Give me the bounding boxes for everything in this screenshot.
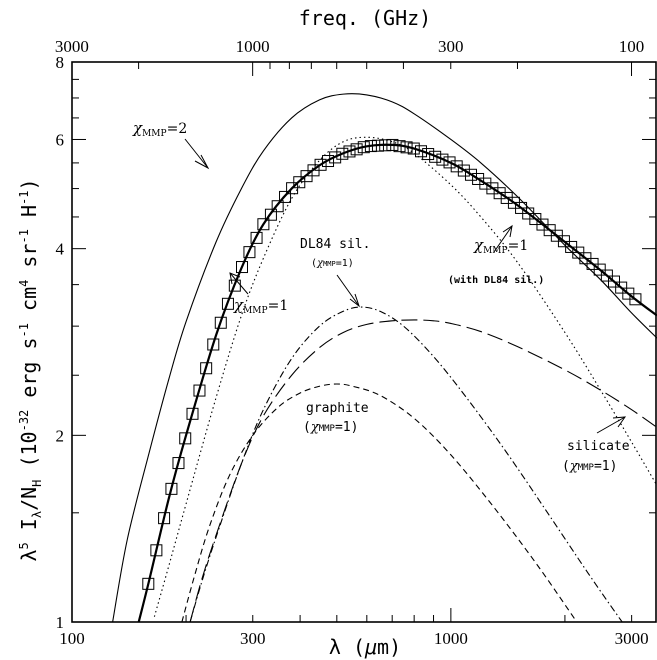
data-marker <box>207 338 220 351</box>
data-marker <box>186 407 199 420</box>
data-marker <box>450 160 463 173</box>
x-tick-label: 100 <box>59 629 85 648</box>
svg-text:(χMMP=1): (χMMP=1) <box>562 459 617 474</box>
plot-border <box>71 61 657 623</box>
y-tick-label: 2 <box>56 426 65 445</box>
data-markers <box>142 138 642 590</box>
data-marker <box>436 153 449 166</box>
data-marker <box>393 140 406 153</box>
data-marker <box>193 384 206 397</box>
y-tick-label: 6 <box>56 130 65 149</box>
top-tick-label: 3000 <box>55 37 89 56</box>
data-marker <box>279 190 292 203</box>
annotation-silicate: silicate (χMMP=1) <box>562 416 630 474</box>
data-marker <box>364 140 377 153</box>
data-marker <box>464 168 477 181</box>
x-tick-label: 3000 <box>615 629 649 648</box>
data-marker <box>293 176 306 189</box>
data-marker <box>607 275 620 288</box>
data-marker <box>371 139 384 152</box>
svg-text:DL84 sil.: DL84 sil. <box>300 237 370 252</box>
y-tick-label: 4 <box>56 240 65 259</box>
data-marker <box>271 200 284 213</box>
data-marker <box>400 141 413 154</box>
data-marker <box>629 293 642 306</box>
data-marker <box>493 187 506 200</box>
data-marker <box>343 145 356 158</box>
data-marker <box>142 577 155 590</box>
svg-text:λ (μm): λ (μm) <box>329 635 401 659</box>
svg-text:(χMMP=1): (χMMP=1) <box>303 420 358 435</box>
data-marker <box>336 147 349 160</box>
data-marker <box>443 156 456 169</box>
axis-ticks <box>71 61 656 623</box>
data-marker <box>200 362 213 375</box>
annotation-chi1-left: χMMP=1 <box>229 272 288 316</box>
top-tick-label: 100 <box>619 37 645 56</box>
annotation-graphite: graphite (χMMP=1) <box>303 401 369 435</box>
data-marker <box>386 138 399 151</box>
data-marker <box>479 177 492 190</box>
data-marker <box>243 246 256 259</box>
top-tick-label: 300 <box>438 37 464 56</box>
data-marker <box>150 544 163 557</box>
svg-text:(with DL84 sil.): (with DL84 sil.) <box>448 274 544 286</box>
x-axis-title: λ (μm) <box>329 635 401 659</box>
svg-text:silicate: silicate <box>567 439 630 454</box>
data-marker <box>221 297 234 310</box>
data-marker <box>314 158 327 171</box>
svg-text:χMMP=1: χMMP=1 <box>473 236 528 256</box>
top-tick-label: 1000 <box>236 37 270 56</box>
data-marker <box>407 142 420 155</box>
data-marker <box>357 141 370 154</box>
svg-text:(χMMP=1): (χMMP=1) <box>311 258 354 269</box>
data-marker <box>472 172 485 185</box>
data-marker <box>172 457 185 470</box>
data-marker <box>615 281 628 294</box>
y-tick-label: 8 <box>56 53 65 72</box>
data-marker <box>500 191 513 204</box>
annotation-dl84: DL84 sil. (χMMP=1) <box>300 237 370 308</box>
data-marker <box>350 143 363 156</box>
series-curves <box>112 93 657 622</box>
series-line-short-dash <box>181 383 578 622</box>
series-line-long-dash <box>189 319 657 622</box>
series-line-solid-thin <box>112 93 657 622</box>
data-marker <box>329 151 342 164</box>
x-tick-label: 300 <box>240 629 266 648</box>
top-axis-title: freq. (GHz) <box>299 6 431 30</box>
series-line-dotted <box>153 136 657 617</box>
svg-text:graphite: graphite <box>306 401 369 416</box>
annotation-chi1-dl84: χMMP=1 (with DL84 sil.) <box>448 224 544 286</box>
data-marker <box>214 316 227 329</box>
plot-frame <box>71 61 657 623</box>
annotation-chi2: χMMP=2 <box>132 119 210 170</box>
svg-text:χMMP=2: χMMP=2 <box>132 119 187 139</box>
data-marker <box>422 148 435 161</box>
y-tick-label: 1 <box>56 613 65 632</box>
y-axis-title: λ5 Iλ/NH (10-32 erg s-1 cm4 sr-1 H-1) <box>17 178 44 561</box>
data-marker <box>457 164 470 177</box>
data-marker <box>429 150 442 163</box>
data-marker <box>486 182 499 195</box>
data-marker <box>158 512 171 525</box>
svg-text:χMMP=1: χMMP=1 <box>233 296 288 316</box>
data-marker <box>165 482 178 495</box>
data-marker <box>179 432 192 445</box>
data-marker <box>257 218 270 231</box>
x-tick-label: 1000 <box>434 629 468 648</box>
data-marker <box>415 145 428 158</box>
data-marker <box>250 231 263 244</box>
data-marker <box>236 261 249 274</box>
series-line-dashdot <box>189 306 623 622</box>
data-marker <box>264 208 277 221</box>
svg-text:λ5 Iλ/NH (10-32 erg s-1 cm4 s: λ5 Iλ/NH (10-32 erg s-1 cm4 sr-1 H-1) <box>17 178 44 561</box>
data-marker <box>379 139 392 152</box>
series-line-solid-thick <box>137 143 657 622</box>
data-marker <box>322 155 335 168</box>
